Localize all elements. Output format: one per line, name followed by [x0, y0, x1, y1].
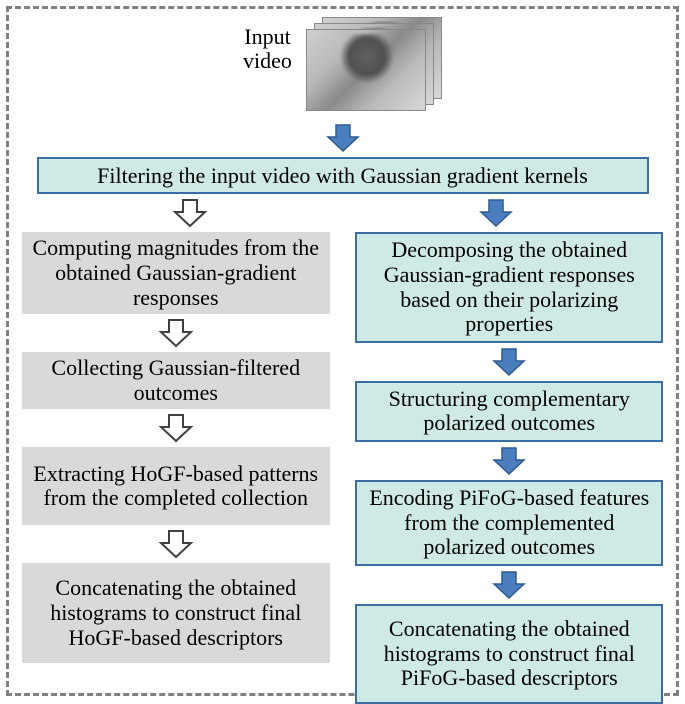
down-arrow-icon [478, 198, 514, 228]
columns: Computing magnitudes from the obtained G… [19, 232, 666, 704]
down-arrow-hollow-icon [158, 413, 194, 443]
arrow-r3 [353, 566, 667, 604]
input-video-thumbnail [302, 17, 442, 115]
right-box-3: Encoding PiFoG-based features from the c… [355, 480, 663, 566]
arrow-r1 [353, 343, 667, 381]
arrow-r2 [353, 442, 667, 480]
left-box-1: Computing magnitudes from the obtained G… [22, 232, 330, 314]
down-arrow-hollow-icon [158, 529, 194, 559]
input-video-label: Inputvideo [243, 17, 292, 73]
arrow-top [19, 119, 666, 157]
down-arrow-icon [325, 123, 361, 153]
down-arrow-hollow-icon [158, 318, 194, 348]
right-box-1: Decomposing the obtained Gaussian-gradie… [355, 232, 663, 343]
arrow-l1 [19, 314, 333, 352]
left-box-4: Concatenating the obtained histograms to… [22, 563, 330, 663]
down-arrow-icon [491, 446, 527, 476]
right-box-2: Structuring complementary polarized outc… [355, 381, 663, 442]
left-box-2: Collecting Gaussian-filtered outcomes [22, 352, 330, 409]
arrow-l3 [19, 525, 333, 563]
down-arrow-icon [491, 570, 527, 600]
arrow-l2 [19, 409, 333, 447]
down-arrow-hollow-icon [172, 198, 208, 228]
left-column: Computing magnitudes from the obtained G… [19, 232, 333, 704]
input-area: Inputvideo [19, 17, 666, 115]
left-box-3: Extracting HoGF-based patterns from the … [22, 447, 330, 525]
right-box-4: Concatenating the obtained histograms to… [355, 604, 663, 704]
right-column: Decomposing the obtained Gaussian-gradie… [353, 232, 667, 704]
filtering-box: Filtering the input video with Gaussian … [37, 157, 649, 194]
down-arrow-icon [491, 347, 527, 377]
split-arrows [37, 194, 649, 232]
diagram-frame: Inputvideo Filtering the input video wit… [6, 6, 679, 696]
